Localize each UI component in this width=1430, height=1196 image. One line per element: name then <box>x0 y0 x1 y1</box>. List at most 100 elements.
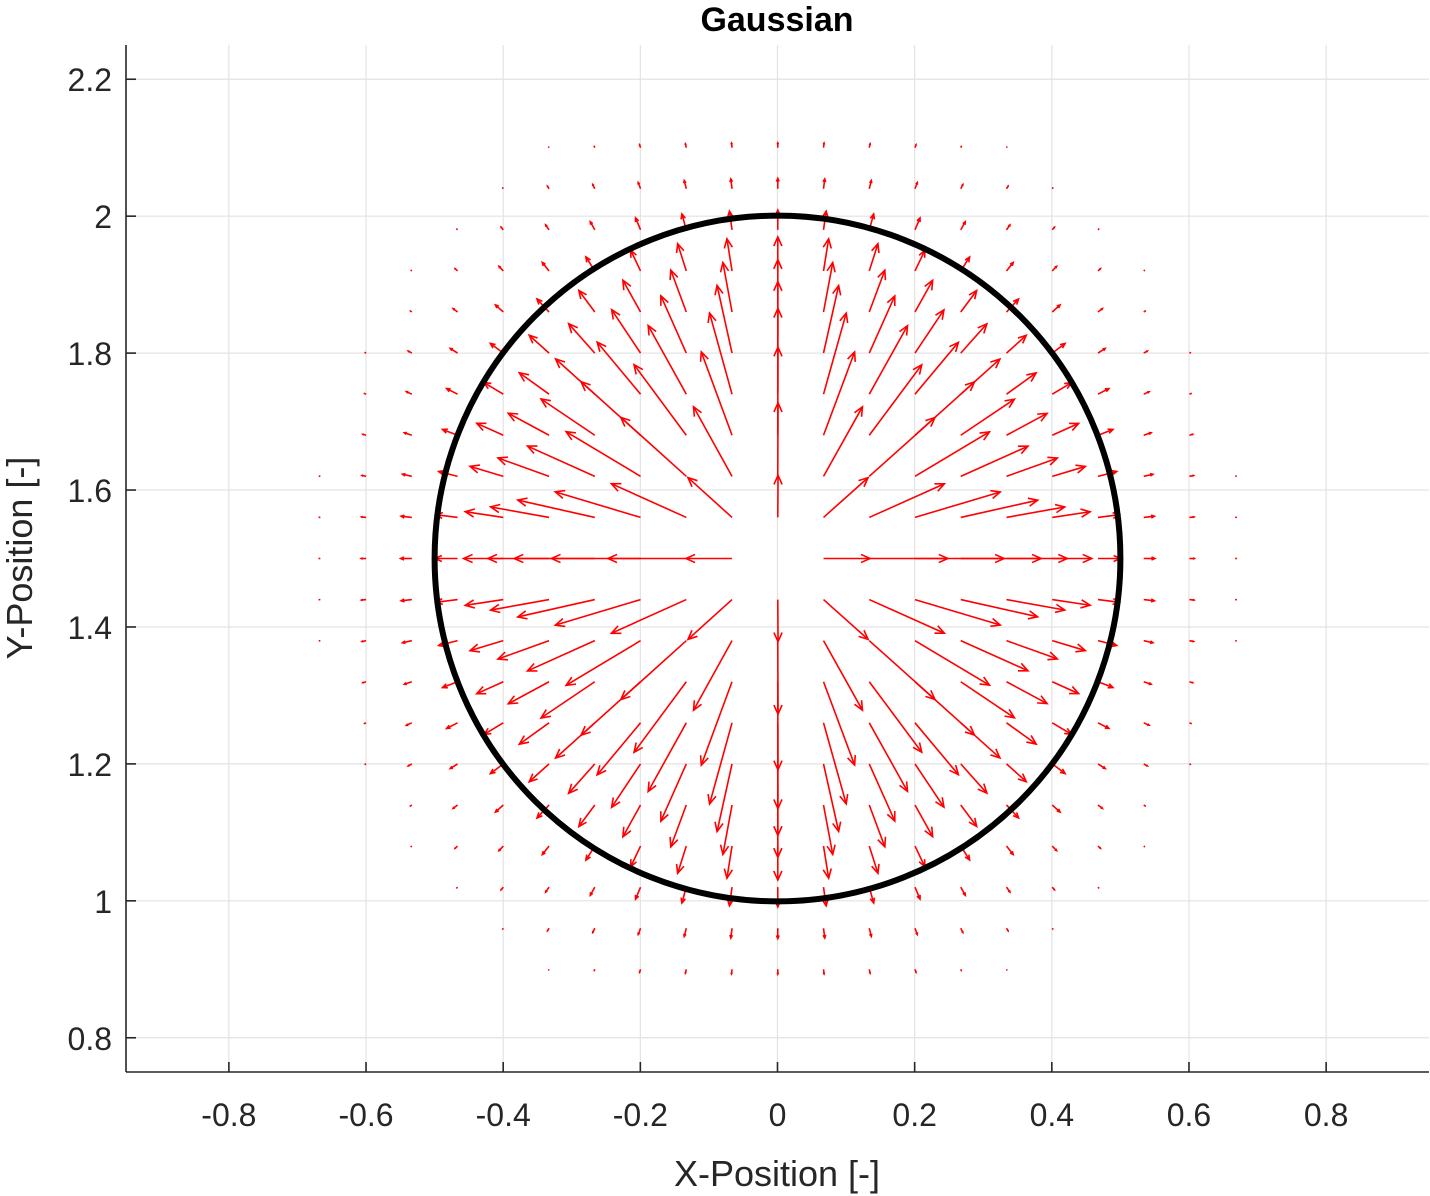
field-arrow <box>360 639 367 643</box>
field-arrow <box>914 722 960 777</box>
field-arrow <box>822 722 849 806</box>
field-arrow <box>501 927 504 931</box>
field-arrow <box>591 927 596 935</box>
x-axis-label: X-Position [-] <box>674 1153 880 1194</box>
field-arrow <box>775 928 780 941</box>
field-arrow <box>868 482 947 519</box>
field-arrow <box>629 845 642 869</box>
field-arrow <box>682 928 688 939</box>
field-arrow <box>399 598 412 603</box>
field-arrow <box>1051 639 1088 653</box>
field-arrow <box>1051 381 1074 395</box>
field-arrow <box>822 236 833 272</box>
field-arrow <box>1143 845 1146 848</box>
field-arrow <box>1051 264 1058 272</box>
y-tick-label: 0.8 <box>68 1021 112 1057</box>
field-arrow <box>868 763 896 823</box>
field-arrow <box>400 639 413 645</box>
field-arrow <box>1189 433 1195 437</box>
field-arrow <box>546 927 550 933</box>
field-arrow <box>453 845 459 850</box>
field-arrow <box>914 763 946 809</box>
field-arrow <box>525 639 596 672</box>
field-arrow <box>1097 886 1100 889</box>
field-arrow <box>455 227 459 231</box>
field-arrow <box>591 182 596 190</box>
field-arrow <box>914 216 921 231</box>
field-arrow <box>593 145 596 149</box>
field-arrow <box>404 390 413 395</box>
field-arrow <box>675 845 688 876</box>
field-arrow <box>1143 390 1151 395</box>
field-arrow <box>541 845 550 857</box>
field-arrow <box>868 722 909 794</box>
field-arrow <box>527 763 550 784</box>
field-arrow <box>822 845 833 881</box>
field-arrow <box>669 804 688 849</box>
field-arrow <box>960 398 1017 436</box>
field-arrow <box>406 763 413 767</box>
field-arrow <box>1097 845 1102 850</box>
field-arrow <box>402 680 413 686</box>
field-arrow <box>1006 639 1060 661</box>
field-arrow <box>822 311 849 395</box>
field-arrow <box>546 184 550 190</box>
field-arrow <box>359 515 367 519</box>
field-arrow <box>683 553 733 564</box>
field-arrow <box>399 514 412 519</box>
field-arrow <box>496 456 550 478</box>
field-arrow <box>1006 503 1067 519</box>
field-arrow <box>822 598 870 641</box>
field-arrow <box>822 177 827 189</box>
field-arrow <box>359 598 367 602</box>
field-arrow <box>914 340 960 395</box>
field-arrow <box>823 553 873 564</box>
field-arrow <box>605 553 687 564</box>
field-arrow <box>589 220 596 231</box>
field-arrow <box>1097 267 1102 272</box>
field-arrow <box>1005 845 1015 857</box>
field-arrow <box>527 333 550 354</box>
field-arrow <box>647 323 687 395</box>
vector-field <box>318 140 1238 977</box>
field-arrow <box>682 178 688 189</box>
x-tick-label: -0.8 <box>201 1097 256 1133</box>
field-arrow <box>577 288 596 313</box>
x-tick-label: 0 <box>769 1097 787 1133</box>
field-arrow <box>1051 886 1056 892</box>
y-tick-label: 1.8 <box>68 336 112 372</box>
field-arrow <box>629 248 642 272</box>
field-arrow <box>699 350 733 436</box>
field-arrow <box>914 845 926 869</box>
field-arrow <box>577 804 596 829</box>
field-arrow <box>699 681 733 767</box>
field-arrow <box>410 845 413 848</box>
field-arrow <box>868 363 923 436</box>
field-arrow <box>448 763 459 770</box>
field-arrow <box>1143 680 1153 686</box>
x-tick-label: -0.2 <box>613 1097 668 1133</box>
field-arrow <box>914 886 921 901</box>
field-arrow <box>398 556 412 561</box>
field-arrow <box>868 804 887 849</box>
field-arrow <box>1143 269 1146 272</box>
field-arrow <box>400 472 413 478</box>
field-arrow <box>496 639 550 661</box>
chart-title: Gaussian <box>700 1 853 39</box>
field-arrow <box>506 681 550 705</box>
field-arrow <box>1143 804 1147 808</box>
field-arrow <box>1143 514 1157 519</box>
field-arrow <box>1006 412 1049 436</box>
field-arrow <box>868 268 887 313</box>
field-arrow <box>544 223 550 231</box>
boundary-circle <box>431 212 1124 905</box>
field-arrow <box>960 145 963 149</box>
field-arrow <box>868 598 947 635</box>
field-arrow <box>619 416 687 477</box>
field-arrow <box>1143 472 1155 478</box>
field-arrow <box>914 248 926 272</box>
field-arrow <box>451 804 459 810</box>
field-arrow <box>544 886 550 894</box>
field-arrow <box>822 260 836 313</box>
